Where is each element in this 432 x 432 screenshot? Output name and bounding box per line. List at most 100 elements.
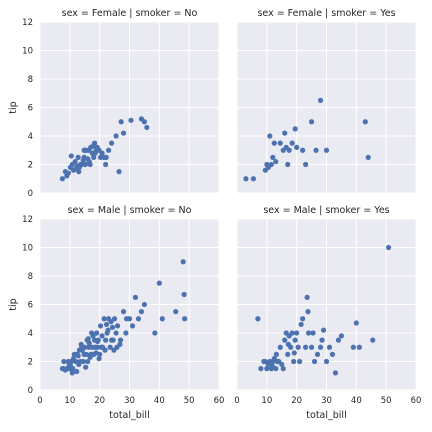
- data-point: [268, 161, 274, 168]
- x-tick-label: 30: [321, 396, 332, 406]
- data-point: [120, 130, 127, 136]
- data-point: [319, 337, 325, 343]
- data-point: [286, 147, 292, 153]
- data-point: [66, 361, 72, 367]
- data-point: [144, 124, 150, 131]
- data-point: [123, 330, 129, 336]
- data-point: [289, 330, 295, 336]
- data-point: [90, 333, 96, 339]
- x-tick-label: 30: [124, 396, 135, 406]
- y-tick-label: 0: [28, 189, 33, 199]
- data-point: [83, 351, 89, 357]
- data-point: [70, 356, 77, 362]
- data-point: [292, 337, 298, 343]
- data-point: [262, 358, 268, 365]
- data-point: [180, 259, 186, 265]
- data-point: [335, 337, 342, 343]
- data-point: [85, 336, 91, 342]
- data-point: [96, 356, 102, 362]
- data-point: [279, 361, 285, 367]
- data-point: [350, 344, 356, 350]
- data-point: [107, 344, 113, 350]
- data-point: [250, 176, 257, 182]
- data-point: [118, 119, 124, 125]
- data-point: [94, 338, 101, 345]
- data-point: [303, 161, 309, 168]
- data-point: [294, 330, 300, 336]
- data-point: [173, 309, 179, 315]
- data-point: [362, 119, 368, 125]
- data-point: [80, 358, 86, 365]
- x-tick-label: 60: [214, 396, 225, 406]
- x-tick-label: 10: [261, 396, 272, 406]
- data-point: [282, 130, 288, 136]
- data-point: [258, 366, 264, 372]
- data-point: [78, 341, 84, 347]
- data-point: [356, 344, 362, 350]
- data-point: [277, 140, 283, 146]
- data-point: [103, 161, 109, 168]
- data-point: [320, 327, 327, 333]
- y-tick-label: 0: [28, 386, 33, 396]
- data-point: [285, 161, 291, 168]
- data-point: [289, 140, 295, 146]
- x-axis-label: total_bill: [306, 410, 346, 421]
- facet-panel-4: sex = Male | smoker = Yes 0 10 20 30 40 50 60 to…: [234, 205, 421, 421]
- panel-title: sex = Female | smoker = Yes: [257, 8, 395, 19]
- data-point: [280, 366, 286, 372]
- data-point: [182, 316, 188, 322]
- data-point: [94, 330, 100, 336]
- data-point: [103, 337, 109, 343]
- panel-title: sex = Male | smoker = Yes: [263, 205, 389, 216]
- data-point: [120, 309, 127, 315]
- data-point: [106, 147, 112, 153]
- data-point: [308, 119, 315, 125]
- data-point: [365, 154, 371, 160]
- data-point: [70, 366, 76, 372]
- data-point: [91, 154, 97, 160]
- data-point: [87, 161, 93, 168]
- data-point: [300, 316, 306, 322]
- y-tick-label: 6: [28, 104, 33, 114]
- data-point: [83, 364, 89, 370]
- data-point: [308, 344, 315, 350]
- data-point: [159, 316, 165, 322]
- y-tick-label: 4: [28, 132, 33, 142]
- y-tick-label: 10: [22, 47, 33, 57]
- data-point: [109, 324, 116, 330]
- x-tick-label: 10: [64, 396, 75, 406]
- data-point: [297, 358, 303, 365]
- data-point: [282, 337, 288, 343]
- x-tick-label: 40: [351, 396, 362, 406]
- data-point: [82, 147, 88, 153]
- data-point: [271, 140, 277, 146]
- data-point: [135, 316, 142, 322]
- data-point: [329, 351, 336, 357]
- data-point: [109, 140, 115, 146]
- data-point: [338, 333, 345, 339]
- data-point: [113, 330, 119, 336]
- data-point: [152, 330, 158, 336]
- data-point: [91, 140, 98, 146]
- y-tick-label: 12: [22, 18, 33, 28]
- data-point: [314, 351, 321, 357]
- data-point: [273, 366, 279, 372]
- data-point: [99, 333, 105, 339]
- x-tick-label: 0: [234, 396, 239, 406]
- data-point: [129, 323, 136, 329]
- data-point: [97, 154, 104, 160]
- data-point: [86, 344, 92, 350]
- data-point: [64, 173, 70, 179]
- data-point: [76, 169, 82, 175]
- data-point: [61, 358, 67, 365]
- data-point: [59, 176, 65, 182]
- data-point: [116, 169, 122, 175]
- x-axis-label: total_bill: [109, 410, 149, 421]
- data-point: [114, 323, 121, 329]
- data-point: [101, 316, 107, 322]
- data-point: [298, 321, 304, 328]
- data-point: [85, 358, 91, 365]
- data-point: [156, 280, 162, 286]
- data-point: [111, 316, 118, 322]
- data-point: [75, 353, 81, 359]
